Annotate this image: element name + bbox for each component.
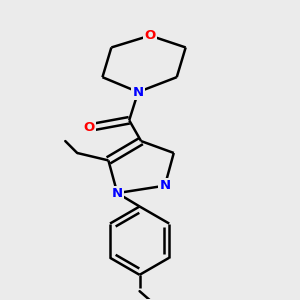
Text: N: N: [159, 179, 170, 192]
Text: N: N: [133, 85, 144, 98]
Text: N: N: [112, 187, 123, 200]
Text: O: O: [144, 29, 156, 42]
Text: O: O: [83, 121, 95, 134]
